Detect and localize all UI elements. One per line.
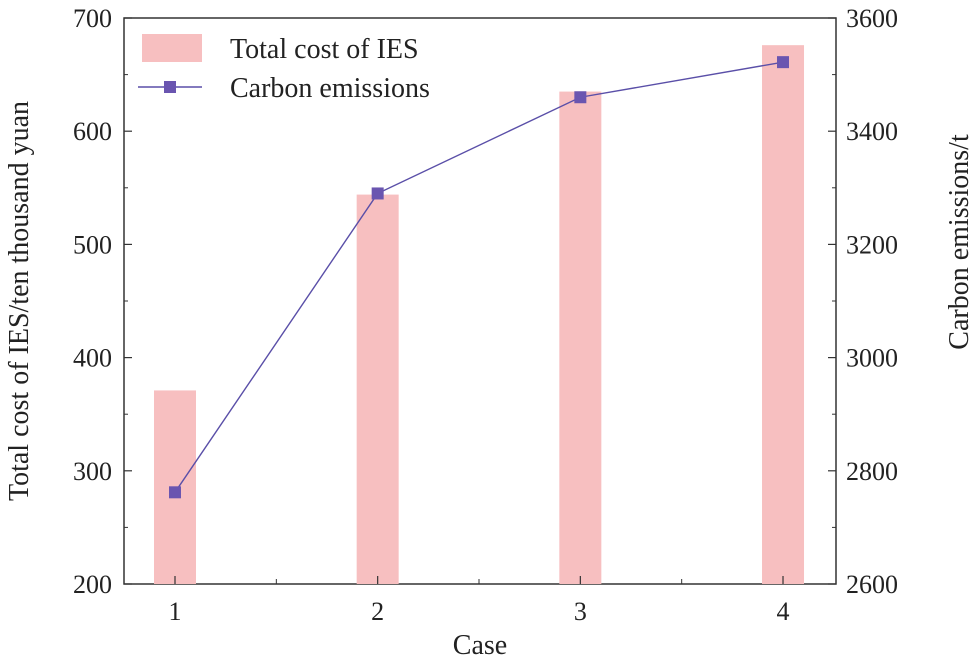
legend-bar-swatch (142, 34, 202, 62)
legend-line-label: Carbon emissions (230, 73, 430, 104)
legend: Total cost of IES Carbon emissions (138, 34, 430, 104)
y-right-tick-label: 2800 (846, 457, 898, 486)
x-axis-label: Case (453, 630, 507, 661)
y-left-tick-label: 600 (73, 117, 112, 146)
ticks-group: 200 300 400 500 600 700 2600 2800 3000 3200 3400 36… (73, 4, 898, 626)
legend-bar-label: Total cost of IES (230, 34, 419, 65)
y-left-tick-label: 300 (73, 457, 112, 486)
y-axis-right-label: Carbon emissions/t (944, 134, 975, 350)
carbon-point-case-3 (574, 91, 587, 104)
y-left-tick-label: 400 (73, 344, 112, 373)
legend-line-marker (164, 81, 176, 93)
bars-group (154, 45, 805, 585)
y-left-tick-label: 200 (73, 570, 112, 599)
bar-case-3 (559, 91, 602, 584)
y-right-tick-label: 3200 (846, 230, 898, 259)
y-right-tick-label: 3400 (846, 117, 898, 146)
x-tick-label: 4 (777, 597, 790, 626)
line-series-group (169, 56, 790, 499)
x-tick-label: 2 (371, 597, 384, 626)
carbon-point-case-4 (777, 56, 790, 69)
y-left-tick-label: 700 (73, 4, 112, 33)
y-right-tick-label: 3600 (846, 4, 898, 33)
x-tick-label: 1 (169, 597, 182, 626)
carbon-point-case-2 (371, 187, 384, 200)
y-axis-left-label: Total cost of IES/ten thousand yuan (4, 101, 35, 501)
y-left-tick-label: 500 (73, 230, 112, 259)
carbon-emissions-line (174, 61, 784, 493)
y-right-tick-label: 2600 (846, 570, 898, 599)
y-right-tick-label: 3000 (846, 344, 898, 373)
bar-case-4 (762, 45, 805, 585)
bar-case-2 (356, 194, 399, 585)
carbon-point-case-1 (169, 486, 181, 499)
x-tick-label: 3 (574, 597, 587, 626)
